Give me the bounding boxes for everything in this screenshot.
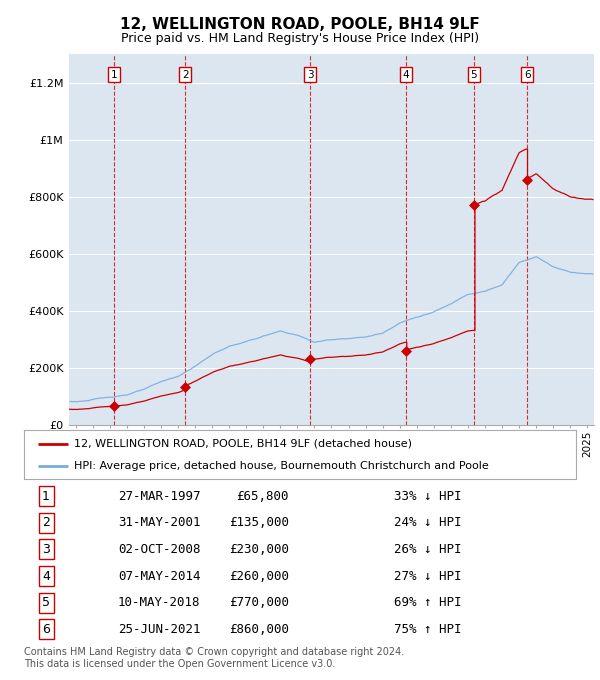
Text: £770,000: £770,000 (229, 596, 289, 609)
Text: 2: 2 (182, 70, 188, 80)
Text: 26% ↓ HPI: 26% ↓ HPI (394, 543, 461, 556)
Text: £65,800: £65,800 (236, 490, 289, 503)
Text: £135,000: £135,000 (229, 516, 289, 529)
Text: 75% ↑ HPI: 75% ↑ HPI (394, 623, 461, 636)
Text: 69% ↑ HPI: 69% ↑ HPI (394, 596, 461, 609)
Text: 31-MAY-2001: 31-MAY-2001 (118, 516, 200, 529)
Text: 1: 1 (110, 70, 117, 80)
Text: 6: 6 (524, 70, 530, 80)
Text: £230,000: £230,000 (229, 543, 289, 556)
Text: HPI: Average price, detached house, Bournemouth Christchurch and Poole: HPI: Average price, detached house, Bour… (74, 461, 488, 471)
Text: 4: 4 (403, 70, 409, 80)
Text: 5: 5 (470, 70, 477, 80)
Text: 25-JUN-2021: 25-JUN-2021 (118, 623, 200, 636)
Text: 27-MAR-1997: 27-MAR-1997 (118, 490, 200, 503)
Text: 2: 2 (42, 516, 50, 529)
Text: 27% ↓ HPI: 27% ↓ HPI (394, 570, 461, 583)
Text: £260,000: £260,000 (229, 570, 289, 583)
Text: Contains HM Land Registry data © Crown copyright and database right 2024.
This d: Contains HM Land Registry data © Crown c… (24, 647, 404, 669)
Text: Price paid vs. HM Land Registry's House Price Index (HPI): Price paid vs. HM Land Registry's House … (121, 32, 479, 45)
Text: 12, WELLINGTON ROAD, POOLE, BH14 9LF: 12, WELLINGTON ROAD, POOLE, BH14 9LF (120, 17, 480, 32)
Text: £860,000: £860,000 (229, 623, 289, 636)
Text: 4: 4 (42, 570, 50, 583)
Text: 24% ↓ HPI: 24% ↓ HPI (394, 516, 461, 529)
Text: 6: 6 (42, 623, 50, 636)
Text: 07-MAY-2014: 07-MAY-2014 (118, 570, 200, 583)
Text: 33% ↓ HPI: 33% ↓ HPI (394, 490, 461, 503)
Text: 12, WELLINGTON ROAD, POOLE, BH14 9LF (detached house): 12, WELLINGTON ROAD, POOLE, BH14 9LF (de… (74, 439, 412, 449)
Text: 10-MAY-2018: 10-MAY-2018 (118, 596, 200, 609)
Text: 3: 3 (307, 70, 314, 80)
Text: 1: 1 (42, 490, 50, 503)
Text: 02-OCT-2008: 02-OCT-2008 (118, 543, 200, 556)
Text: 5: 5 (42, 596, 50, 609)
Text: 3: 3 (42, 543, 50, 556)
